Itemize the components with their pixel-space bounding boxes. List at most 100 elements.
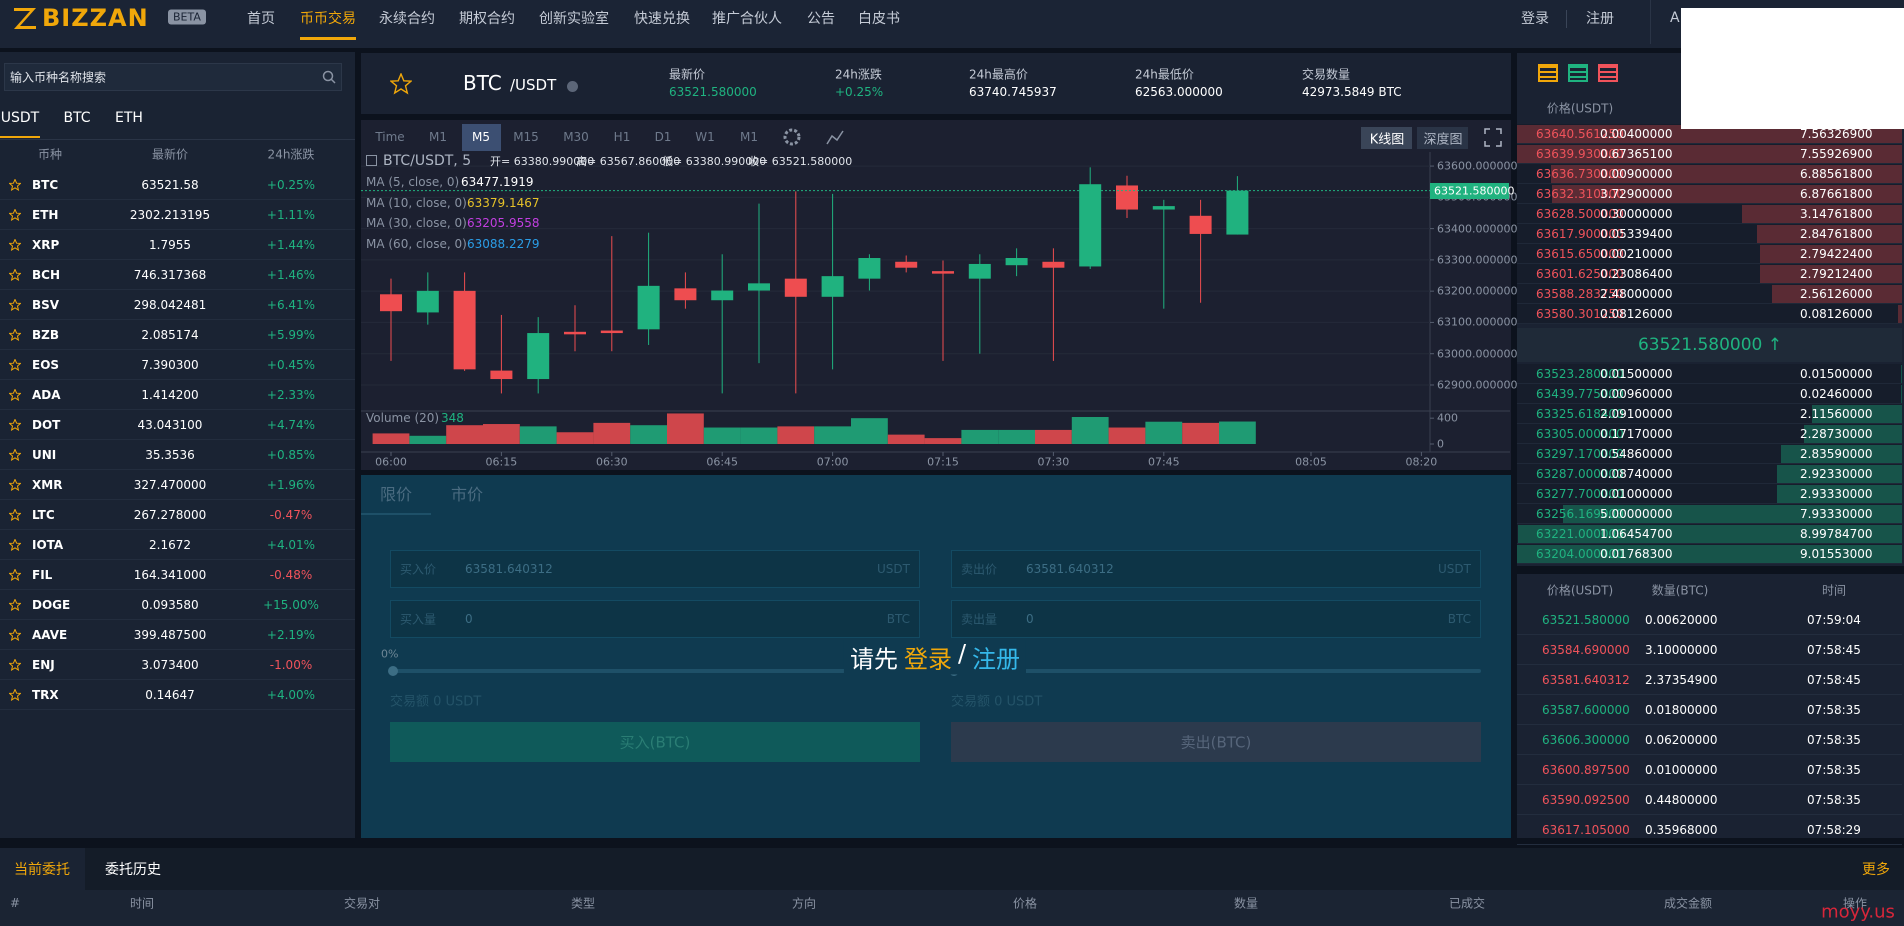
order-type-tab[interactable]: 市价 xyxy=(450,485,484,504)
nav-link[interactable]: 首页 xyxy=(247,11,275,27)
book-total: 2.79212400 xyxy=(1800,267,1873,281)
nav-link[interactable]: 公告 xyxy=(807,11,835,27)
price-input[interactable] xyxy=(390,550,920,588)
favorite-star[interactable] xyxy=(9,239,21,251)
market-row-line xyxy=(0,679,355,680)
legend-toggle[interactable] xyxy=(366,155,377,166)
market-symbol[interactable]: ENJ xyxy=(32,658,55,672)
market-symbol[interactable]: FIL xyxy=(32,568,53,582)
nav-link[interactable]: 白皮书 xyxy=(858,11,900,27)
favorite-star[interactable] xyxy=(9,629,21,641)
slider-handle[interactable] xyxy=(388,666,398,676)
percent-slider[interactable] xyxy=(951,669,1481,673)
favorite-star[interactable] xyxy=(9,389,21,401)
interval-button[interactable]: M5 xyxy=(472,130,490,144)
market-symbol[interactable]: ADA xyxy=(32,388,61,402)
favorite-star[interactable] xyxy=(9,449,21,461)
search-icon[interactable] xyxy=(322,70,336,84)
favorite-star[interactable] xyxy=(9,569,21,581)
interval-button[interactable]: M30 xyxy=(563,130,589,144)
nav-link[interactable]: 推广合伙人 xyxy=(712,11,782,27)
favorite-star[interactable] xyxy=(9,269,21,281)
nav-link[interactable]: 期权合约 xyxy=(459,11,515,27)
orders-tab[interactable]: 委托历史 xyxy=(105,862,161,878)
favorite-star[interactable] xyxy=(9,209,21,221)
interval-button[interactable]: H1 xyxy=(613,130,631,144)
book-icon[interactable] xyxy=(1538,64,1558,82)
search-box[interactable] xyxy=(4,63,342,91)
nav-link[interactable]: 创新实验室 xyxy=(539,11,609,27)
notice-link[interactable]: 登录 xyxy=(903,645,952,674)
amount-input[interactable] xyxy=(951,600,1481,638)
favorite-star[interactable] xyxy=(9,419,21,431)
market-symbol[interactable]: AAVE xyxy=(32,628,68,642)
orders-tab[interactable]: 当前委托 xyxy=(14,862,70,878)
favorite-star[interactable] xyxy=(9,689,21,701)
view-active-bg[interactable] xyxy=(1361,127,1412,149)
order-type-tab[interactable]: 限价 xyxy=(379,485,413,504)
favorite-star[interactable] xyxy=(9,179,21,191)
login-link[interactable]: 登录 xyxy=(1521,11,1549,27)
market-tab[interactable]: USDT xyxy=(0,110,40,126)
favorite-star[interactable] xyxy=(9,599,21,611)
market-symbol[interactable]: BSV xyxy=(32,298,60,312)
market-symbol[interactable]: DOT xyxy=(32,418,61,432)
favorite-star[interactable] xyxy=(390,73,412,95)
market-symbol[interactable]: ETH xyxy=(32,208,59,222)
interval-button[interactable]: M15 xyxy=(513,130,539,144)
register-link[interactable]: 注册 xyxy=(1586,11,1614,27)
market-symbol[interactable]: DOGE xyxy=(32,598,71,612)
book-icon[interactable] xyxy=(1568,64,1588,82)
favorite-star[interactable] xyxy=(9,539,21,551)
nav-link[interactable]: 快速兑换 xyxy=(634,11,690,27)
language-switch[interactable]: A xyxy=(1670,10,1680,26)
sell-button[interactable] xyxy=(951,722,1481,762)
market-row-line xyxy=(0,349,355,350)
market-symbol[interactable]: UNI xyxy=(32,448,57,462)
market-price: 2.1672 xyxy=(149,538,191,552)
favorite-star[interactable] xyxy=(9,359,21,371)
trade-price: 63617.105000 xyxy=(1542,823,1630,837)
view-button[interactable]: 深度图 xyxy=(1423,132,1463,148)
orders-more[interactable]: 更多 xyxy=(1862,862,1890,878)
amount-input[interactable] xyxy=(390,600,920,638)
nav-link[interactable]: 币币交易 xyxy=(300,11,356,27)
book-total: 2.56126000 xyxy=(1800,287,1873,301)
trade-amount: 0.35968000 xyxy=(1645,823,1718,837)
market-symbol[interactable]: BCH xyxy=(32,268,60,282)
market-tab[interactable]: BTC xyxy=(63,110,91,126)
buy-button[interactable] xyxy=(390,722,920,762)
favorite-star[interactable] xyxy=(9,509,21,521)
book-icon[interactable] xyxy=(1598,64,1618,82)
favorite-star[interactable] xyxy=(9,659,21,671)
trade-row-line xyxy=(1517,784,1902,785)
favorite-star[interactable] xyxy=(9,299,21,311)
market-symbol[interactable]: XRP xyxy=(32,238,60,252)
interval-button[interactable]: Time xyxy=(375,130,405,144)
market-symbol[interactable]: TRX xyxy=(32,688,59,702)
interval-button[interactable]: D1 xyxy=(654,130,672,144)
book-amount: 0.01000000 xyxy=(1600,487,1673,501)
favorite-star[interactable] xyxy=(9,479,21,491)
view-button[interactable]: K线图 xyxy=(1369,132,1405,148)
favorite-star[interactable] xyxy=(9,329,21,341)
view-bg[interactable] xyxy=(1417,127,1468,149)
market-symbol[interactable]: BZB xyxy=(32,328,59,342)
sell-button-label[interactable]: 卖出(BTC) xyxy=(1180,733,1252,752)
interval-button[interactable]: M1 xyxy=(740,130,758,144)
x-tick-label: 08:05 xyxy=(1295,455,1327,469)
market-symbol[interactable]: IOTA xyxy=(32,538,64,552)
market-symbol[interactable]: LTC xyxy=(32,508,55,522)
market-symbol[interactable]: XMR xyxy=(32,478,63,492)
price-input[interactable] xyxy=(951,550,1481,588)
market-tab[interactable]: ETH xyxy=(115,110,143,126)
nav-link[interactable]: 永续合约 xyxy=(379,11,435,27)
percent-slider[interactable] xyxy=(390,669,920,673)
notice-link[interactable]: 注册 xyxy=(972,645,1021,674)
buy-button-label[interactable]: 买入(BTC) xyxy=(619,733,691,752)
interval-button[interactable]: W1 xyxy=(695,130,715,144)
market-symbol[interactable]: BTC xyxy=(32,178,59,192)
trade-time: 07:58:45 xyxy=(1807,643,1861,657)
interval-button[interactable]: M1 xyxy=(429,130,447,144)
market-symbol[interactable]: EOS xyxy=(32,358,60,372)
